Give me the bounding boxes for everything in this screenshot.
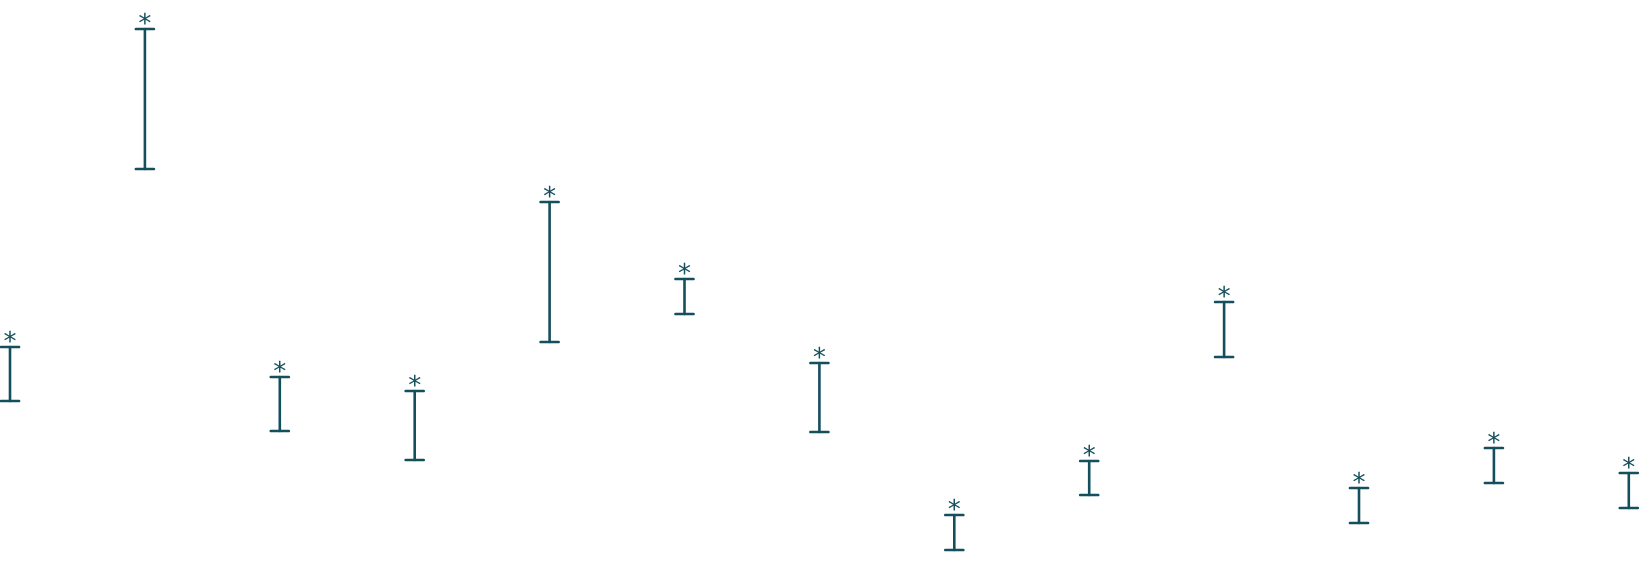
error-bar: * bbox=[269, 357, 291, 433]
significance-label: * bbox=[1353, 468, 1366, 498]
significance-label: * bbox=[678, 259, 691, 289]
error-bar: * bbox=[134, 9, 156, 171]
error-bar: * bbox=[0, 327, 21, 403]
significance-label: * bbox=[1622, 453, 1635, 483]
significance-label: * bbox=[813, 343, 826, 373]
significance-label: * bbox=[1218, 282, 1231, 312]
significance-label: * bbox=[138, 9, 151, 39]
error-bar: * bbox=[809, 343, 830, 434]
error-bar: * bbox=[539, 182, 560, 344]
significance-label: * bbox=[1487, 428, 1500, 458]
error-bar: * bbox=[1078, 441, 1100, 497]
error-bar: * bbox=[1483, 428, 1505, 485]
significance-label: * bbox=[1083, 441, 1096, 471]
significance-label: * bbox=[273, 357, 286, 387]
significance-label: * bbox=[543, 182, 556, 212]
error-bar: * bbox=[404, 371, 426, 462]
significance-label: * bbox=[408, 371, 421, 401]
significance-label: * bbox=[4, 327, 17, 357]
error-bar: * bbox=[1213, 282, 1235, 359]
significance-label: * bbox=[948, 495, 961, 525]
error-bar: * bbox=[1618, 453, 1639, 510]
error-bar: * bbox=[1348, 468, 1370, 525]
error-bar: * bbox=[674, 259, 695, 316]
error-bar: * bbox=[943, 495, 965, 552]
